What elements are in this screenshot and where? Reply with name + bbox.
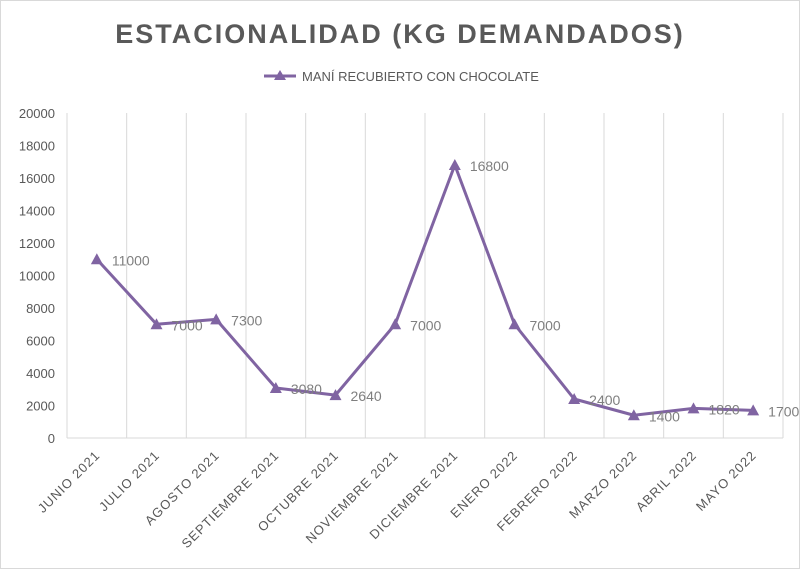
data-point-marker xyxy=(627,409,640,421)
y-tick-label: 4000 xyxy=(26,366,55,381)
data-label: 2400 xyxy=(589,392,620,408)
grid xyxy=(66,113,784,439)
legend-marker-triangle-icon xyxy=(274,70,286,80)
legend-label: MANÍ RECUBIERTO CON CHOCOLATE xyxy=(302,69,539,84)
data-point-marker xyxy=(90,253,103,265)
legend: MANÍ RECUBIERTO CON CHOCOLATE xyxy=(264,69,539,84)
data-point-marker xyxy=(389,318,402,330)
y-tick-label: 0 xyxy=(48,431,55,446)
data-label: 7300 xyxy=(231,312,262,328)
x-tick-label: JUNIO 2021 xyxy=(35,448,103,516)
y-tick-label: 18000 xyxy=(19,139,55,154)
data-label: 7000 xyxy=(410,317,441,333)
series-layer xyxy=(90,159,760,421)
data-point-marker xyxy=(150,318,163,330)
data-label: 7000 xyxy=(172,317,203,333)
y-tick-label: 16000 xyxy=(19,171,55,186)
chart-title: ESTACIONALIDAD (KG DEMANDADOS) xyxy=(115,19,684,49)
data-label: 3080 xyxy=(291,381,322,397)
data-label: 16800 xyxy=(470,158,509,174)
data-point-marker xyxy=(448,159,461,170)
data-labels: 11000 7000 7300 3080 2640 7000 16800 7000 2400 14… xyxy=(112,158,800,424)
y-tick-label: 8000 xyxy=(26,301,55,316)
y-tick-label: 10000 xyxy=(19,269,55,284)
y-axis: 0 2000 4000 6000 8000 10000 12000 14000 16000 180… xyxy=(19,106,55,446)
data-point-marker xyxy=(210,313,223,325)
data-point-marker xyxy=(747,404,760,416)
data-point-marker xyxy=(508,318,521,330)
y-tick-label: 20000 xyxy=(19,106,55,121)
series-line xyxy=(95,163,754,417)
data-label: 11000 xyxy=(112,252,150,268)
data-label: 1400 xyxy=(649,408,680,424)
data-point-marker xyxy=(568,393,581,404)
data-label: 2640 xyxy=(351,388,382,404)
y-tick-label: 14000 xyxy=(19,204,55,219)
data-label: 1700 xyxy=(768,403,799,419)
y-tick-label: 6000 xyxy=(26,334,55,349)
data-point-marker xyxy=(329,389,342,401)
x-tick-label: ABRIL 2022 xyxy=(633,448,700,515)
x-tick-label: MAYO 2022 xyxy=(693,448,759,514)
data-label: 1820 xyxy=(709,401,740,417)
x-tick-label: JULIO 2021 xyxy=(96,448,163,515)
data-point-marker xyxy=(687,402,700,414)
x-tick-label: SEPTIEMBRE 2021 xyxy=(178,448,281,551)
y-tick-label: 2000 xyxy=(26,399,55,414)
y-tick-label: 12000 xyxy=(19,236,55,251)
data-point-marker xyxy=(269,381,282,393)
data-label: 7000 xyxy=(530,317,561,333)
